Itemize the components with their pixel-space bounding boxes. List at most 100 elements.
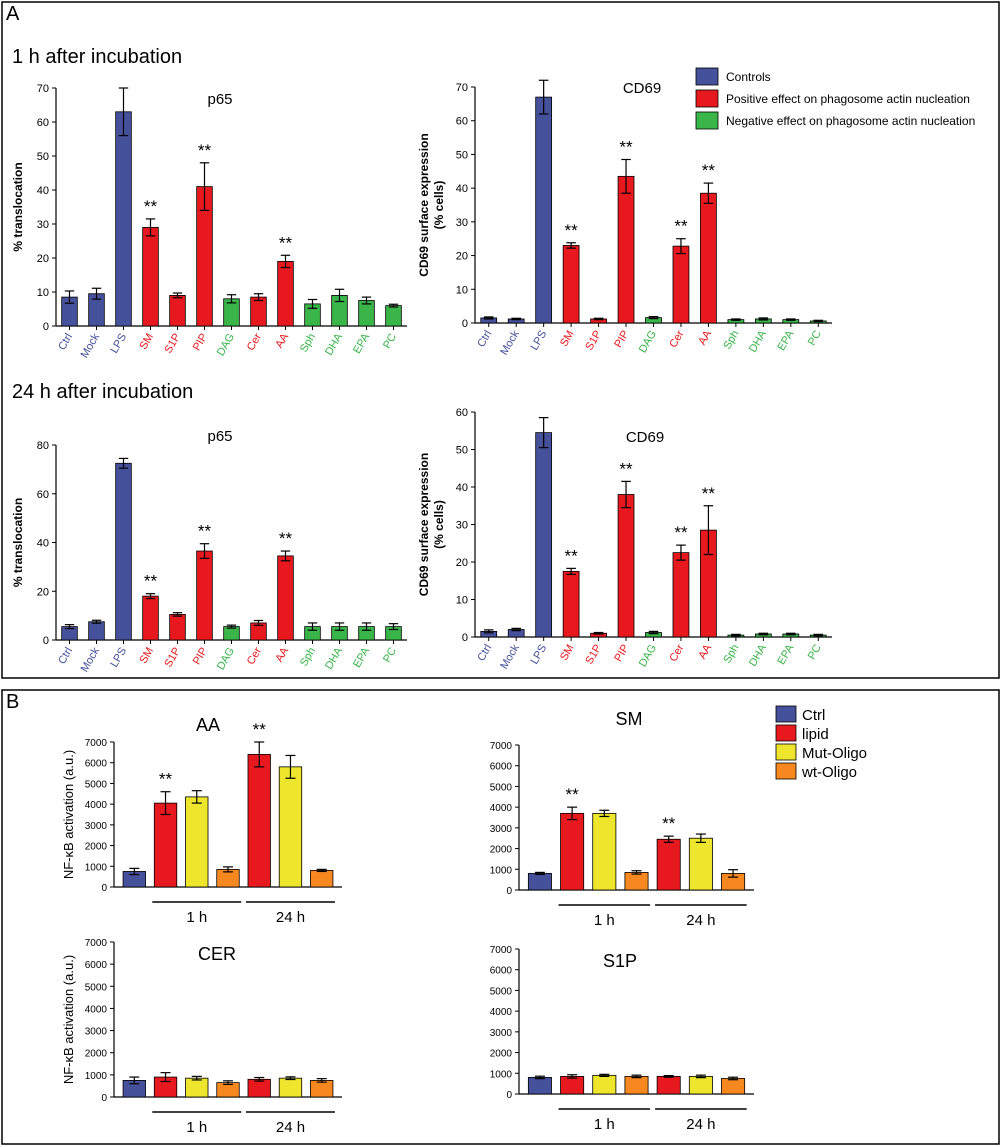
y-tick-label: 3000 xyxy=(85,821,108,832)
panel-b-letter: B xyxy=(6,691,19,713)
category-label: Mock xyxy=(498,328,522,357)
bar xyxy=(721,1078,746,1095)
category-label: DHA xyxy=(747,642,769,669)
y-axis-label: (% cells) xyxy=(432,500,446,549)
chart-7: S1P 0 1000 2000 3000 4000 5000 6000 7000 1 h 24 h xyxy=(490,945,754,1133)
y-tick-label: 20 xyxy=(456,557,468,569)
bar xyxy=(592,812,617,891)
bar xyxy=(560,812,585,891)
bar xyxy=(688,1075,713,1095)
category-label: S1P xyxy=(583,643,604,667)
y-tick-label: 1000 xyxy=(85,1071,108,1082)
y-axis-label: NF-κB activation (a.u.) xyxy=(61,955,76,1084)
category-label: DAG xyxy=(637,643,659,670)
group-label: 1 h xyxy=(186,1119,207,1136)
bar xyxy=(535,96,553,324)
significance-marker: ** xyxy=(144,572,158,591)
y-axis-label: % translocation xyxy=(11,162,25,251)
bar xyxy=(527,1077,552,1095)
bar xyxy=(88,621,105,641)
category-label: S1P xyxy=(583,329,604,353)
chart-title: S1P xyxy=(603,951,637,971)
category-label: AA xyxy=(273,331,291,350)
y-tick-label: 40 xyxy=(456,183,468,195)
significance-marker: ** xyxy=(159,770,173,789)
chart-title: p65 xyxy=(207,428,232,445)
category-label: AA xyxy=(273,645,291,664)
bar xyxy=(535,432,553,638)
significance-marker: ** xyxy=(565,785,579,804)
bar xyxy=(185,796,209,888)
chart-title: CD69 xyxy=(626,429,664,446)
y-tick-label: 3000 xyxy=(85,1027,108,1038)
legend-label-mut-oligo: Mut-Oligo xyxy=(802,745,867,762)
y-tick-label: 0 xyxy=(462,632,468,644)
category-label: Sph xyxy=(298,646,318,669)
bar xyxy=(656,838,681,891)
y-tick-label: 2000 xyxy=(85,842,108,853)
bar xyxy=(617,175,635,324)
category-label: Sph xyxy=(721,643,741,666)
bar xyxy=(169,294,186,327)
chart-5: SM 0 1000 2000 3000 4000 5000 6000 7000 ** ** 1 h 24… xyxy=(490,709,754,929)
category-label: EPA xyxy=(775,642,796,667)
group-label: 24 h xyxy=(686,912,715,929)
bar xyxy=(310,870,334,888)
bar xyxy=(700,192,717,324)
y-tick-label: 5000 xyxy=(490,782,513,793)
category-label: Cer xyxy=(667,642,686,664)
y-axis-label: % translocation xyxy=(11,498,25,587)
legend-swatch-negative xyxy=(695,111,719,130)
significance-marker: ** xyxy=(702,161,716,180)
y-tick-label: 5000 xyxy=(490,986,513,997)
panel-b-frame xyxy=(1,689,1000,1145)
category-label: DAG xyxy=(215,332,237,359)
legend-label-negative: Negative effect on phagosome actin nucle… xyxy=(726,114,975,128)
y-tick-label: 2000 xyxy=(85,1049,108,1060)
y-tick-label: 0 xyxy=(43,321,49,333)
y-tick-label: 7000 xyxy=(490,945,513,956)
panel-a-legend: Controls Positive effect on phagosome ac… xyxy=(695,67,975,130)
y-tick-label: 3000 xyxy=(490,824,513,835)
section-title-24h: 24 h after incubation xyxy=(12,381,193,403)
category-label: Ctrl xyxy=(56,332,75,353)
category-label: PC xyxy=(806,642,824,661)
category-label: AA xyxy=(696,642,714,661)
category-label: PC xyxy=(381,331,399,350)
category-label: LPS xyxy=(108,646,129,670)
bar xyxy=(672,552,690,638)
category-label: Cer xyxy=(245,331,264,353)
y-tick-label: 80 xyxy=(37,440,49,452)
y-tick-label: 6000 xyxy=(85,960,108,971)
chart-3: CD69 CD69 surface expression (% cells) 0 10 2… xyxy=(417,407,832,671)
y-tick-label: 50 xyxy=(37,151,49,163)
y-tick-label: 0 xyxy=(43,635,49,647)
panel-a-letter: A xyxy=(6,3,20,25)
chart-title: CER xyxy=(198,944,236,964)
legend-label-lipid: lipid xyxy=(802,726,829,743)
bar xyxy=(310,1079,334,1098)
significance-marker: ** xyxy=(674,523,688,542)
category-label: Mock xyxy=(79,645,103,674)
bar xyxy=(142,595,159,641)
y-tick-label: 20 xyxy=(37,586,49,598)
y-tick-label: 10 xyxy=(456,595,468,607)
y-tick-label: 30 xyxy=(456,217,468,229)
y-tick-label: 30 xyxy=(456,520,468,532)
y-tick-label: 4000 xyxy=(85,1004,108,1015)
chart-title: AA xyxy=(196,715,220,735)
chart-6: CER NF-κB activation (a.u.) 0 1000 2000 3000 4… xyxy=(61,938,342,1136)
y-tick-label: 0 xyxy=(101,1093,107,1104)
category-label: LPS xyxy=(528,643,549,667)
y-tick-label: 0 xyxy=(462,318,468,330)
bar xyxy=(278,766,303,888)
y-tick-label: 20 xyxy=(37,253,49,265)
category-label: Sph xyxy=(298,332,318,355)
bar xyxy=(592,1074,617,1095)
legend-label-positive: Positive effect on phagosome actin nucle… xyxy=(726,92,970,106)
y-tick-label: 10 xyxy=(456,284,468,296)
y-tick-label: 2000 xyxy=(490,845,513,856)
significance-marker: ** xyxy=(619,137,633,156)
